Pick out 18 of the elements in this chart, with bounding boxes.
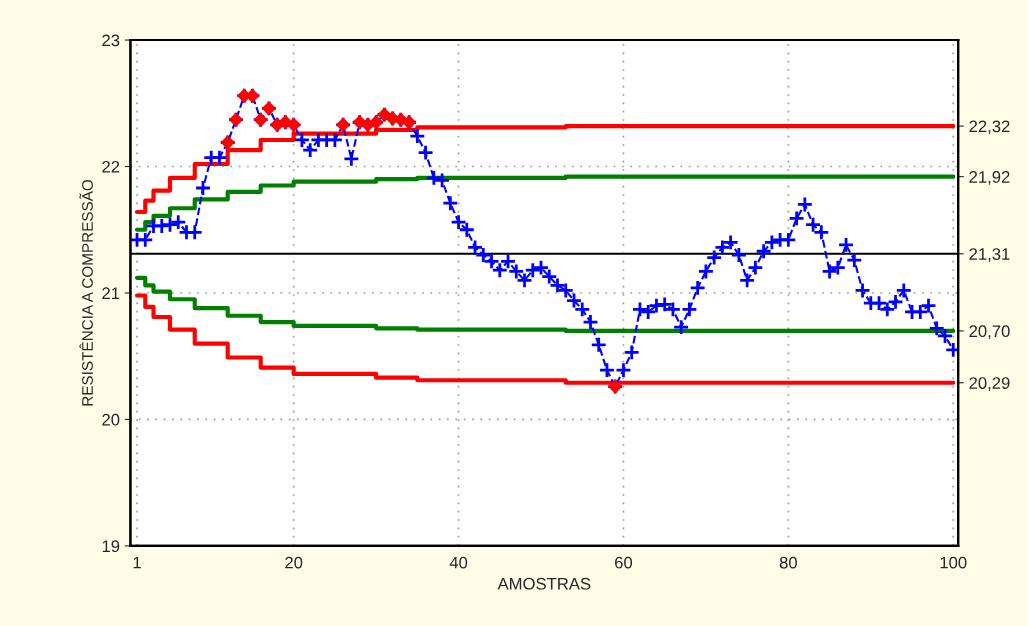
x-tick-label: 100 bbox=[940, 556, 967, 569]
y-tick-label: 22 bbox=[102, 160, 120, 173]
y-axis-title: RESISTÊNCIA A COMPRESSÃO bbox=[79, 179, 93, 406]
x-tick-label: 20 bbox=[285, 556, 303, 569]
x-axis-title: AMOSTRAS bbox=[497, 577, 591, 590]
y-tick-label: 23 bbox=[102, 34, 120, 47]
x-tick-label: 1 bbox=[133, 556, 141, 569]
y-tick-label: 19 bbox=[102, 540, 120, 553]
x-tick-label: 60 bbox=[615, 556, 633, 569]
y2-tick-label: 20,29 bbox=[969, 377, 1010, 391]
y2-tick-label: 21,31 bbox=[969, 248, 1010, 262]
y-tick-label: 20 bbox=[102, 413, 120, 426]
y-tick-label: 21 bbox=[102, 287, 120, 300]
x-tick-label: 40 bbox=[449, 556, 468, 569]
x-tick-label: 80 bbox=[779, 556, 797, 569]
y2-tick-label: 20,70 bbox=[969, 325, 1010, 340]
y2-tick-label: 21,92 bbox=[969, 171, 1010, 185]
y2-tick-label: 22,32 bbox=[969, 120, 1010, 135]
